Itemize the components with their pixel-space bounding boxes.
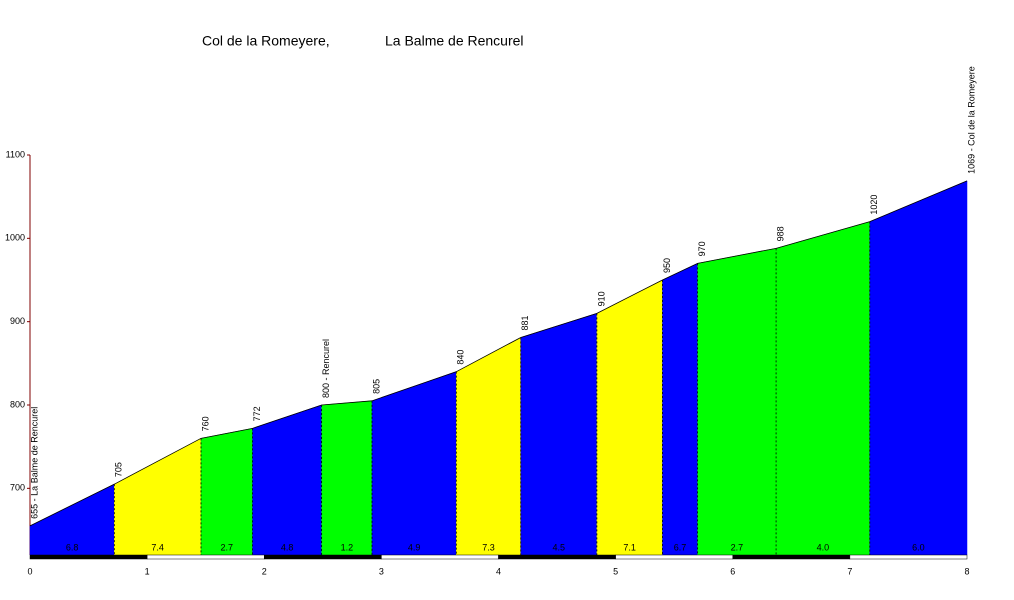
gradient-label: 2.7 xyxy=(731,542,744,552)
km-strip xyxy=(264,554,382,560)
gradient-label: 7.3 xyxy=(482,542,495,552)
km-strip xyxy=(849,554,968,560)
x-tick-label: 1 xyxy=(145,566,150,576)
gradient-label: 4.5 xyxy=(553,542,566,552)
point-label: 655 - La Balme de Rencurel xyxy=(29,407,39,519)
point-label: 805 xyxy=(371,379,381,394)
point-label: 881 xyxy=(520,315,530,330)
km-strip xyxy=(498,554,616,560)
gradient-label: 2.7 xyxy=(221,542,234,552)
x-tick-label: 2 xyxy=(262,566,267,576)
point-label: 910 xyxy=(596,291,606,306)
profile-segment xyxy=(775,221,871,556)
point-label: 950 xyxy=(662,258,672,273)
y-tick-label: 700 xyxy=(10,483,25,493)
y-tick-label: 900 xyxy=(10,316,25,326)
km-strip xyxy=(732,554,851,560)
point-label: 800 - Rencurel xyxy=(321,339,331,398)
gradient-label: 6.8 xyxy=(66,542,79,552)
profile-segment xyxy=(252,404,322,556)
x-tick-label: 6 xyxy=(730,566,735,576)
profile-segment xyxy=(200,428,253,556)
profile-segment xyxy=(697,248,777,556)
gradient-label: 1.2 xyxy=(341,542,354,552)
point-label: 840 xyxy=(456,350,466,365)
x-tick-label: 7 xyxy=(847,566,852,576)
y-tick-label: 1000 xyxy=(5,233,25,243)
profile-segment xyxy=(596,279,663,556)
x-tick-label: 4 xyxy=(496,566,501,576)
x-tick-label: 8 xyxy=(964,566,969,576)
chart-title: Col de la Romeyere, xyxy=(202,33,330,49)
point-label: 705 xyxy=(114,462,124,477)
gradient-label: 4.9 xyxy=(408,542,421,552)
point-label: 760 xyxy=(200,416,210,431)
gradient-label: 7.4 xyxy=(151,542,164,552)
y-tick-label: 1100 xyxy=(6,149,25,159)
point-label: 772 xyxy=(252,406,262,421)
chart-subtitle: La Balme de Rencurel xyxy=(385,33,524,49)
profile-segment xyxy=(869,180,968,556)
km-strip xyxy=(381,554,499,560)
km-strip xyxy=(29,554,148,560)
x-tick-label: 5 xyxy=(613,566,618,576)
x-tick-label: 3 xyxy=(379,566,384,576)
km-strip xyxy=(146,554,265,560)
profile-segment xyxy=(662,262,698,556)
profile-segment xyxy=(321,400,373,556)
km-strip xyxy=(615,554,733,560)
point-label: 1020 xyxy=(869,195,879,215)
gradient-label: 4.8 xyxy=(281,542,294,552)
gradient-label: 6.7 xyxy=(674,542,687,552)
gradient-label: 7.1 xyxy=(623,542,636,552)
profile-segment xyxy=(371,371,457,556)
y-tick-label: 800 xyxy=(10,399,25,409)
gradient-label: 6.0 xyxy=(912,542,925,552)
gradient-label: 4.0 xyxy=(817,542,830,552)
point-label: 970 xyxy=(697,241,707,256)
point-label: 988 xyxy=(775,226,785,241)
profile-line xyxy=(29,180,968,527)
x-tick-label: 0 xyxy=(27,566,32,576)
profile-segment xyxy=(456,337,522,556)
profile-segment xyxy=(520,312,598,556)
profile-segment xyxy=(114,437,202,556)
point-label: 1069 - Col de la Romeyere xyxy=(966,66,976,174)
